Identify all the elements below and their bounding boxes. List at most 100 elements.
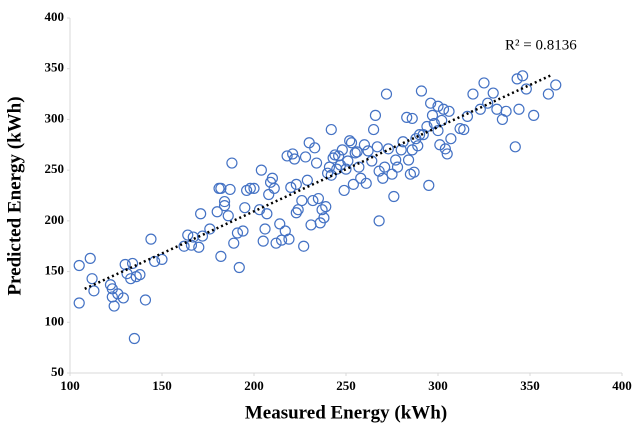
point	[511, 73, 523, 85]
point	[528, 109, 540, 121]
point	[128, 332, 140, 345]
point	[312, 192, 324, 205]
x-tick-label: 100	[60, 378, 80, 393]
point	[215, 250, 227, 262]
point	[439, 143, 451, 155]
point	[187, 231, 199, 243]
point	[342, 155, 354, 167]
point	[178, 240, 190, 252]
point	[73, 297, 85, 309]
point	[437, 103, 450, 115]
point	[500, 105, 512, 117]
point	[84, 252, 96, 264]
point	[358, 139, 370, 151]
point	[73, 259, 85, 272]
point	[415, 85, 428, 97]
point	[428, 117, 440, 130]
point	[134, 269, 146, 281]
point	[270, 237, 282, 249]
point	[239, 202, 251, 214]
point	[436, 114, 448, 127]
point	[228, 237, 240, 249]
point	[382, 143, 394, 155]
point	[467, 88, 479, 100]
point	[401, 111, 413, 124]
y-tick-label: 250	[45, 161, 65, 176]
y-tick-label: 50	[51, 364, 64, 379]
point	[478, 77, 490, 89]
point	[268, 182, 280, 194]
y-tick-label: 100	[45, 313, 65, 328]
y-tick-label: 300	[45, 110, 65, 125]
point	[215, 182, 227, 194]
point	[244, 182, 256, 194]
point	[441, 148, 453, 160]
point	[345, 137, 358, 149]
point	[263, 188, 275, 201]
point	[281, 150, 293, 162]
point	[288, 153, 301, 165]
point	[423, 179, 435, 191]
point	[474, 103, 486, 115]
point	[362, 145, 374, 157]
point	[226, 157, 238, 169]
point	[432, 124, 444, 137]
point	[145, 233, 157, 245]
point	[386, 168, 398, 180]
point	[412, 140, 424, 152]
point	[185, 239, 198, 251]
point	[426, 109, 439, 121]
point	[353, 161, 365, 173]
point	[491, 103, 503, 115]
point	[379, 161, 391, 173]
point	[325, 169, 337, 181]
x-tick-label: 200	[244, 378, 264, 393]
point	[513, 103, 525, 115]
point	[233, 261, 245, 274]
point	[287, 148, 299, 160]
point	[309, 142, 321, 154]
point	[369, 109, 382, 121]
point	[139, 294, 152, 306]
point	[458, 123, 470, 136]
point	[261, 208, 273, 220]
point	[301, 174, 313, 186]
point	[316, 204, 328, 216]
point	[338, 184, 350, 197]
point	[255, 164, 267, 176]
y-axis-title: Predicted Energy (kWh)	[4, 96, 25, 295]
point	[325, 123, 337, 136]
point	[368, 123, 380, 136]
point	[320, 201, 332, 213]
point	[445, 133, 457, 145]
y-tick-label: 200	[45, 212, 65, 227]
point	[542, 88, 555, 100]
point	[257, 235, 269, 247]
point	[86, 273, 98, 285]
x-tick-label: 150	[152, 378, 172, 393]
point	[307, 194, 319, 207]
point	[88, 285, 100, 297]
point	[443, 105, 455, 117]
x-tick-label: 350	[520, 378, 540, 393]
point	[395, 144, 407, 156]
point	[259, 223, 271, 235]
point	[482, 97, 494, 109]
point	[211, 206, 223, 218]
point	[204, 223, 216, 235]
x-tick-label: 300	[428, 378, 448, 393]
point	[195, 208, 207, 220]
point	[231, 227, 244, 239]
point	[126, 257, 139, 270]
point	[193, 241, 205, 253]
point	[414, 129, 426, 141]
point	[344, 135, 356, 147]
y-tick-label: 400	[45, 9, 65, 24]
point	[509, 141, 521, 153]
r-squared: R² = 0.8136	[505, 37, 577, 53]
point	[377, 172, 389, 184]
point	[425, 97, 437, 109]
point	[290, 207, 302, 219]
